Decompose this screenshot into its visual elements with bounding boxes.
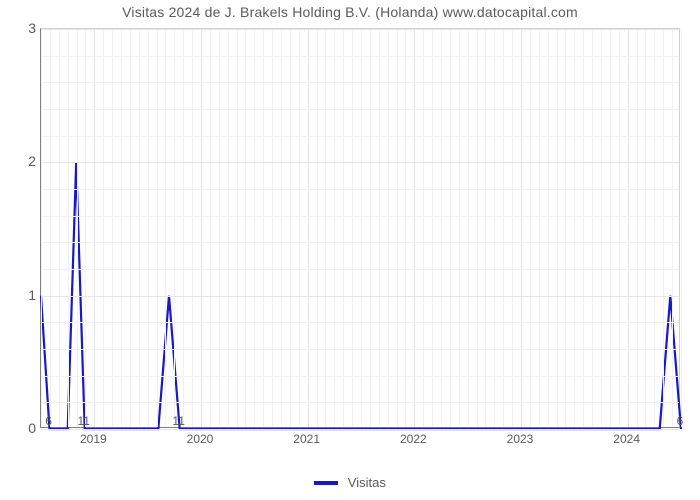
- data-point-label: 11: [172, 414, 184, 428]
- x-tick-label: 2019: [80, 432, 107, 446]
- x-tick-label: 2024: [613, 432, 640, 446]
- chart-container: Visitas 2024 de J. Brakels Holding B.V. …: [0, 0, 700, 500]
- y-tick-label: 2: [28, 153, 36, 169]
- data-point-label: 6: [45, 414, 52, 428]
- x-tick-label: 2023: [507, 432, 534, 446]
- y-tick-label: 1: [28, 287, 36, 303]
- x-tick-label: 2022: [400, 432, 427, 446]
- y-tick-label: 0: [28, 420, 36, 436]
- y-tick-label: 3: [28, 20, 36, 36]
- chart-title: Visitas 2024 de J. Brakels Holding B.V. …: [0, 4, 700, 20]
- x-tick-label: 2021: [293, 432, 320, 446]
- legend-label: Visitas: [348, 475, 386, 490]
- x-tick-label: 2020: [187, 432, 214, 446]
- data-point-label: 6: [677, 414, 684, 428]
- data-point-label: 11: [77, 414, 89, 428]
- legend-swatch: [314, 481, 338, 485]
- legend: Visitas: [0, 474, 700, 490]
- plot-area: [40, 28, 680, 428]
